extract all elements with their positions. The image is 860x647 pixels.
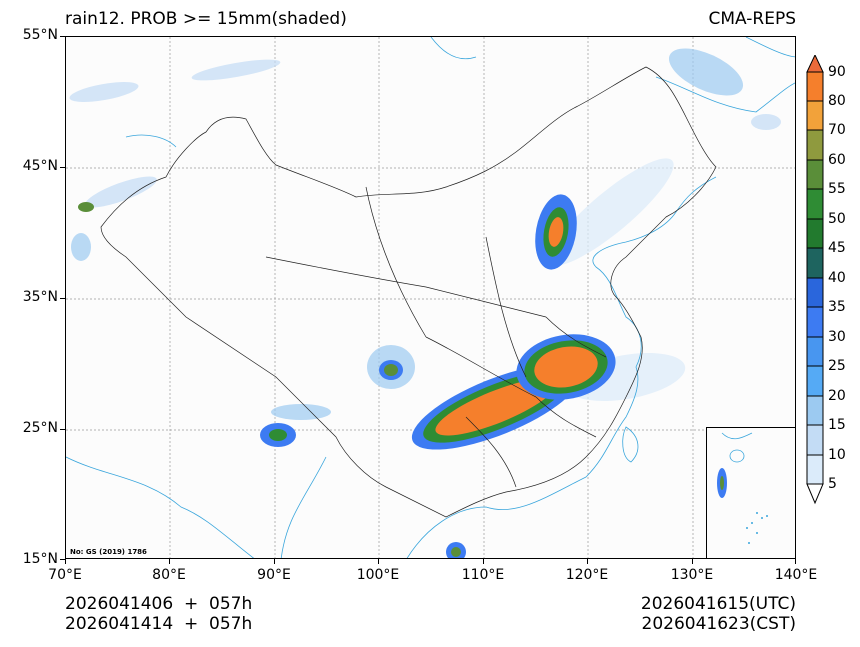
lon-tick-mark [795,559,796,564]
colorbar-label: 15 [828,417,846,433]
lon-tick-mark [378,559,379,564]
lat-tick-mark [60,429,65,430]
lat-tick-55: 55°N [22,27,58,43]
init-time-block: 2026041406 + 057h 2026041414 + 057h [65,594,252,634]
lon-tick-130: 130°E [670,567,714,583]
lat-tick-mark [60,559,65,560]
colorbar-label: 90 [828,64,846,80]
lon-tick-110: 110°E [461,567,505,583]
country-borders [100,66,717,518]
valid-utc: 2026041615(UTC) [640,594,796,614]
lon-tick-140: 140°E [774,567,818,583]
lon-tick-mark [65,559,66,564]
valid-time-block: 2026041615(UTC) 2026041623(CST) [641,594,796,634]
lon-tick-mark [274,559,275,564]
colorbar-label: 25 [828,358,846,374]
lon-tick-mark [483,559,484,564]
colorbar-label: 60 [828,152,846,168]
inset-map [717,432,768,544]
lat-tick-mark [60,36,65,37]
colorbar [806,53,824,529]
gridlines [66,37,795,558]
chart-title: rain12. PROB >= 15mm(shaded) [65,9,347,29]
lon-tick-80: 80°E [152,567,186,583]
init-cst: 2026041414 + 057h [65,614,253,634]
colorbar-graphic [806,53,824,505]
lat-tick-35: 35°N [22,289,58,305]
shading-light [69,48,781,420]
lon-tick-mark [587,559,588,564]
model-name: CMA-REPS [708,9,796,29]
lon-tick-120: 120°E [565,567,609,583]
colorbar-label: 40 [828,270,846,286]
colorbar-label: 30 [828,329,846,345]
lon-tick-mark [692,559,693,564]
colorbar-label: 55 [828,181,846,197]
colorbar-label: 50 [828,211,846,227]
colorbar-label: 5 [828,476,837,492]
colorbar-label: 20 [828,388,846,404]
map-panel[interactable]: No: GS (2019) 1786 [65,36,796,559]
colorbar-label: 35 [828,299,846,315]
lat-tick-15: 15°N [22,551,58,567]
lat-tick-45: 45°N [22,158,58,174]
lon-tick-90: 90°E [257,567,291,583]
south-china-sea-inset [706,427,795,558]
colorbar-label: 70 [828,122,846,138]
colorbar-label: 10 [828,447,846,463]
colorbar-label: 45 [828,240,846,256]
lat-tick-mark [60,298,65,299]
lon-tick-70: 70°E [48,567,82,583]
lon-tick-100: 100°E [356,567,400,583]
precipitation-probability-map [66,37,795,558]
colorbar-label: 80 [828,93,846,109]
init-utc: 2026041406 + 057h [65,594,253,614]
lat-tick-mark [60,167,65,168]
map-approval-number: No: GS (2019) 1786 [70,548,147,556]
lat-tick-25: 25°N [22,420,58,436]
coastlines [66,37,795,558]
shading-rainband [78,194,616,558]
valid-cst: 2026041623(CST) [641,614,796,634]
lon-tick-mark [169,559,170,564]
